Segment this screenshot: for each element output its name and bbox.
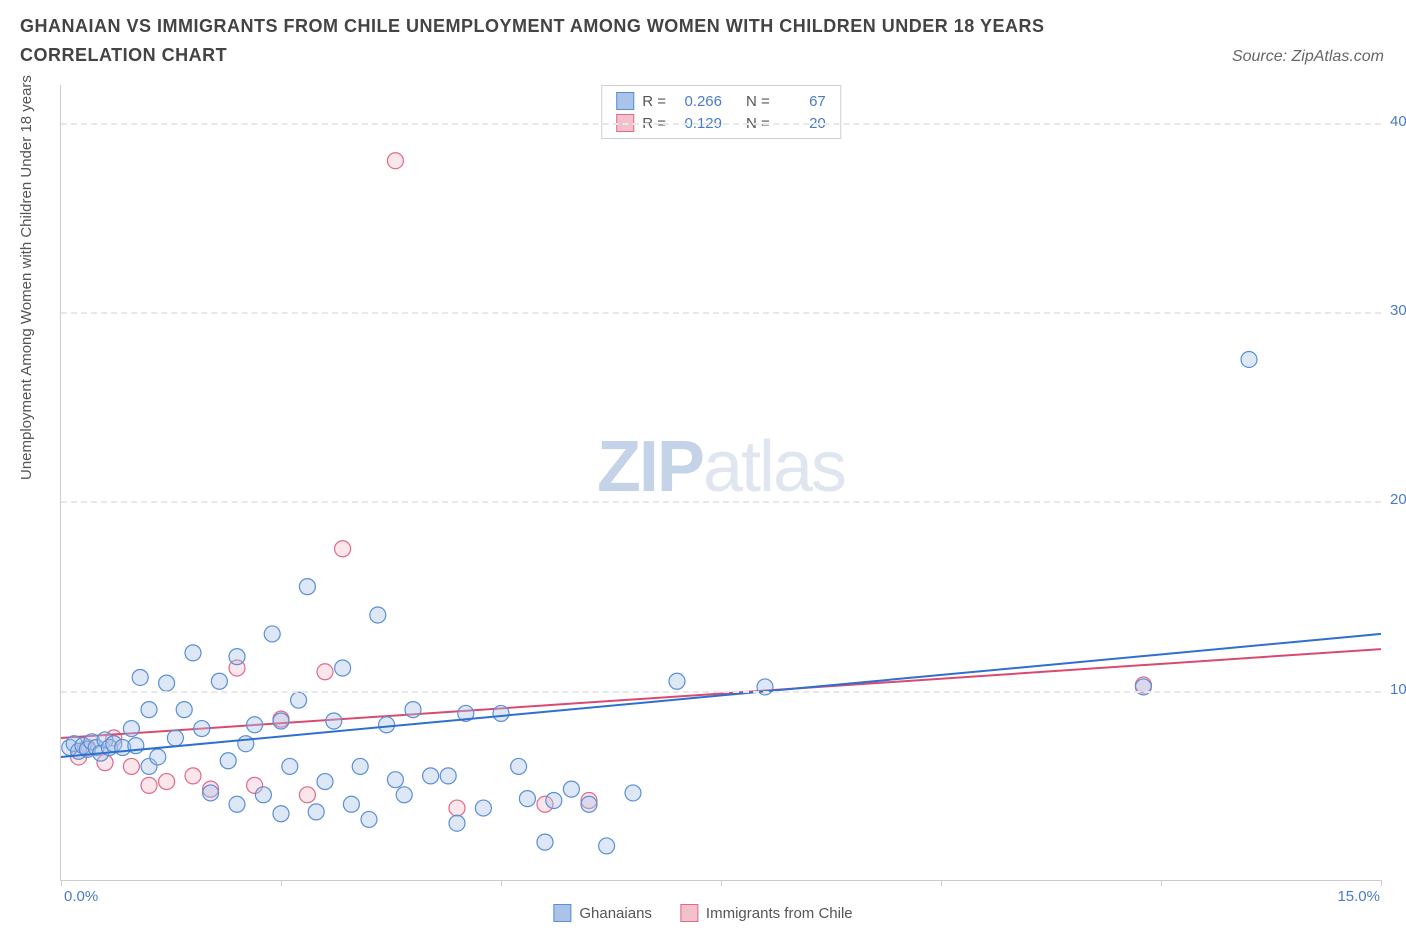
point-ghanaians (299, 579, 315, 595)
point-ghanaians (308, 804, 324, 820)
y-tick-label: 30.0% (1390, 302, 1406, 319)
point-ghanaians (423, 768, 439, 784)
gridline (61, 691, 1381, 693)
x-tick (941, 880, 942, 886)
y-axis-label: Unemployment Among Women with Children U… (18, 75, 35, 480)
point-ghanaians (282, 758, 298, 774)
y-tick-label: 10.0% (1390, 681, 1406, 698)
point-ghanaians (132, 669, 148, 685)
point-chile (299, 787, 315, 803)
source-label: Source: ZipAtlas.com (1232, 48, 1384, 66)
point-ghanaians (247, 717, 263, 733)
legend-label-ghanaians: Ghanaians (579, 905, 652, 922)
point-ghanaians (493, 705, 509, 721)
point-ghanaians (599, 838, 615, 854)
series-legend: Ghanaians Immigrants from Chile (553, 904, 852, 922)
point-ghanaians (519, 791, 535, 807)
point-ghanaians (405, 702, 421, 718)
chart-plot-area: ZIPatlas R = 0.266 N = 67 R = 0.129 N = … (60, 85, 1381, 881)
point-ghanaians (238, 736, 254, 752)
legend-label-chile: Immigrants from Chile (706, 905, 853, 922)
point-ghanaians (141, 702, 157, 718)
x-tick (281, 880, 282, 886)
point-ghanaians (361, 811, 377, 827)
point-ghanaians (475, 800, 491, 816)
point-ghanaians (167, 730, 183, 746)
y-tick-label: 40.0% (1390, 113, 1406, 130)
point-chile (141, 777, 157, 793)
point-ghanaians (229, 649, 245, 665)
gridline (61, 501, 1381, 503)
point-ghanaians (546, 793, 562, 809)
point-ghanaians (255, 787, 271, 803)
point-chile (317, 664, 333, 680)
point-ghanaians (563, 781, 579, 797)
legend-item-chile: Immigrants from Chile (680, 904, 853, 922)
point-ghanaians (669, 673, 685, 689)
point-ghanaians (1241, 351, 1257, 367)
trendline-ghanaians (61, 634, 1381, 757)
point-ghanaians (264, 626, 280, 642)
point-chile (335, 541, 351, 557)
point-ghanaians (440, 768, 456, 784)
chart-title: GHANAIAN VS IMMIGRANTS FROM CHILE UNEMPL… (20, 12, 1120, 70)
point-ghanaians (370, 607, 386, 623)
x-tick (501, 880, 502, 886)
point-ghanaians (352, 758, 368, 774)
point-ghanaians (159, 675, 175, 691)
point-ghanaians (291, 692, 307, 708)
scatter-svg (61, 85, 1381, 880)
point-ghanaians (185, 645, 201, 661)
x-tick (61, 880, 62, 886)
point-ghanaians (396, 787, 412, 803)
point-chile (387, 153, 403, 169)
gridline (61, 123, 1381, 125)
point-ghanaians (511, 758, 527, 774)
point-ghanaians (273, 806, 289, 822)
point-chile (159, 774, 175, 790)
point-ghanaians (326, 713, 342, 729)
x-tick (721, 880, 722, 886)
x-tick-label: 0.0% (64, 888, 98, 905)
x-tick (1161, 880, 1162, 886)
point-ghanaians (150, 749, 166, 765)
point-ghanaians (176, 702, 192, 718)
x-tick (1381, 880, 1382, 886)
point-ghanaians (194, 721, 210, 737)
point-ghanaians (387, 772, 403, 788)
point-ghanaians (317, 774, 333, 790)
legend-swatch-chile (680, 904, 698, 922)
point-ghanaians (220, 753, 236, 769)
point-chile (185, 768, 201, 784)
point-ghanaians (379, 717, 395, 733)
x-tick-label: 15.0% (1337, 888, 1380, 905)
point-ghanaians (273, 713, 289, 729)
y-tick-label: 20.0% (1390, 491, 1406, 508)
point-ghanaians (229, 796, 245, 812)
gridline (61, 312, 1381, 314)
point-ghanaians (335, 660, 351, 676)
point-ghanaians (449, 815, 465, 831)
point-chile (449, 800, 465, 816)
point-ghanaians (581, 796, 597, 812)
point-ghanaians (537, 834, 553, 850)
point-ghanaians (123, 721, 139, 737)
point-ghanaians (625, 785, 641, 801)
point-ghanaians (211, 673, 227, 689)
point-chile (123, 758, 139, 774)
point-ghanaians (203, 785, 219, 801)
point-ghanaians (343, 796, 359, 812)
legend-swatch-ghanaians (553, 904, 571, 922)
legend-item-ghanaians: Ghanaians (553, 904, 652, 922)
